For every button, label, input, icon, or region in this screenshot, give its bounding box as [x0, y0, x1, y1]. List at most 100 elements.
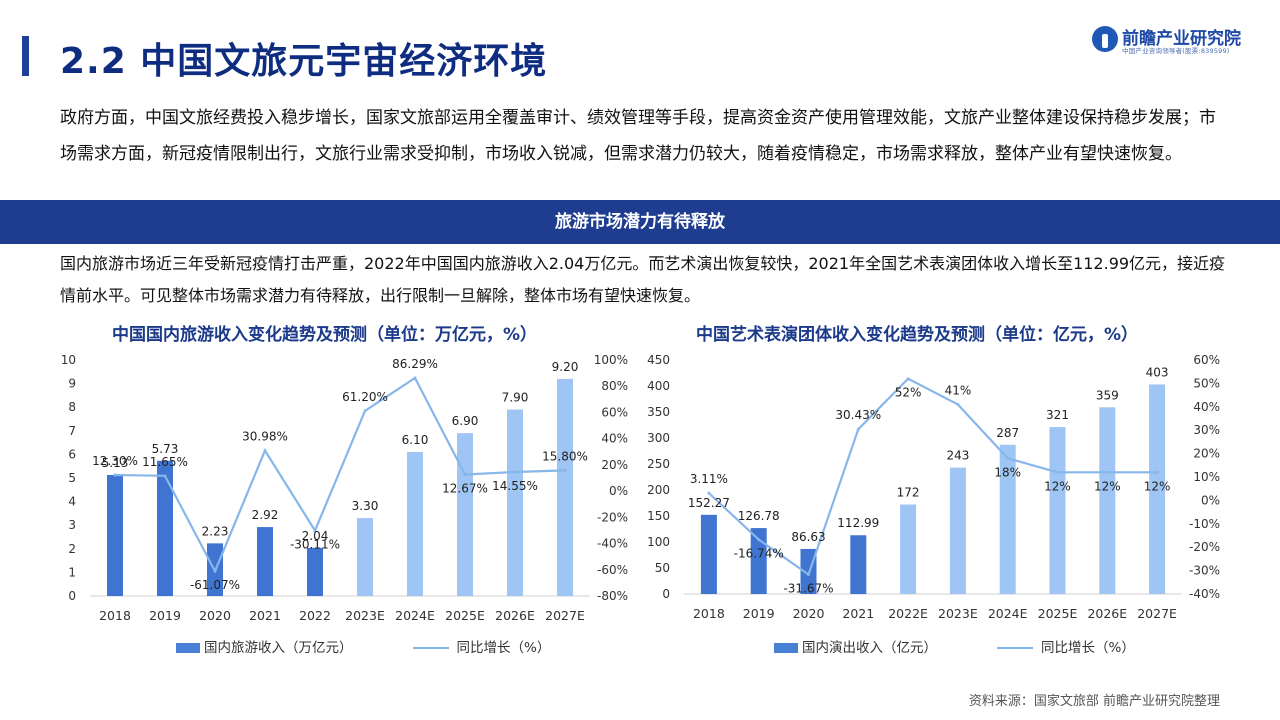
x-tick-label: 2024E — [988, 606, 1028, 621]
growth-point — [513, 470, 517, 474]
x-tick-label: 2023E — [345, 608, 385, 623]
growth-point — [413, 376, 417, 380]
y-right-tick-label: 60% — [1193, 353, 1220, 367]
chart2-legend: 国内演出收入（亿元） 同比增长（%） — [774, 636, 1135, 656]
growth-point — [1006, 456, 1010, 460]
bar — [900, 504, 917, 594]
growth-value-label: 18% — [994, 465, 1021, 479]
growth-point — [1155, 470, 1159, 474]
growth-value-label: 86.29% — [392, 357, 438, 371]
legend-line-swatch — [412, 647, 449, 649]
x-tick-label: 2025E — [1038, 606, 1078, 621]
growth-value-label: 12.30% — [92, 454, 138, 468]
y-left-tick-label: 1 — [68, 565, 76, 579]
y-left-tick-label: 9 — [68, 377, 76, 391]
bar — [700, 514, 717, 594]
growth-line — [114, 376, 566, 574]
y-right-tick-label: -60% — [597, 563, 628, 577]
bar-value-label: 359 — [1096, 388, 1119, 402]
y-left-tick-label: 250 — [647, 457, 670, 471]
bar — [257, 527, 273, 596]
bar-value-label: 403 — [1146, 365, 1169, 379]
growth-value-label: 12.67% — [442, 481, 488, 495]
y-left-tick-label: 3 — [68, 518, 76, 532]
growth-point — [956, 402, 960, 406]
y-left-tick-label: 100 — [647, 535, 670, 549]
y-left-tick-label: 150 — [647, 509, 670, 523]
bar-value-label: 9.20 — [552, 360, 579, 374]
y-left-tick-label: 0 — [68, 589, 76, 603]
x-tick-label: 2027E — [545, 608, 585, 623]
bar-value-label: 112.99 — [837, 516, 879, 530]
growth-value-label: 12% — [1044, 479, 1071, 493]
growth-value-label: 30.98% — [242, 429, 288, 443]
x-tick-label: 2021 — [249, 608, 281, 623]
intro-paragraph: 政府方面，中国文旅经费投入稳步增长，国家文旅部运用全覆盖审计、绩效管理等手段，提… — [60, 108, 1216, 164]
bar — [750, 528, 767, 594]
x-tick-label: 2026E — [495, 608, 535, 623]
y-right-tick-label: 40% — [601, 432, 628, 446]
bar-value-label: 152.27 — [688, 496, 730, 510]
growth-point — [213, 569, 217, 573]
legend-bar-swatch — [774, 643, 798, 653]
bar-value-label: 2.92 — [252, 508, 279, 522]
bar-value-label: 6.90 — [452, 414, 479, 428]
chart1-legend: 国内旅游收入（万亿元） 同比增长（%） — [176, 636, 550, 656]
y-left-tick-label: 200 — [647, 483, 670, 497]
y-right-tick-label: 10% — [1193, 470, 1220, 484]
y-right-tick-label: 0% — [609, 484, 628, 498]
x-tick-label: 2026E — [1087, 606, 1127, 621]
x-tick-label: 2024E — [395, 608, 435, 623]
y-left-tick-label: 450 — [647, 353, 670, 367]
y-right-tick-label: 40% — [1193, 400, 1220, 414]
growth-value-label: 11.65% — [142, 455, 188, 469]
y-right-tick-label: 20% — [601, 458, 628, 472]
bar-value-label: 5.13 — [102, 456, 129, 470]
y-left-tick-label: 7 — [68, 424, 76, 438]
growth-value-label: 52% — [895, 386, 922, 400]
bar — [557, 378, 573, 596]
y-right-tick-label: -80% — [597, 589, 628, 603]
legend-line-swatch — [997, 647, 1033, 649]
growth-point — [313, 529, 317, 533]
growth-point — [263, 448, 267, 452]
growth-point — [906, 377, 910, 381]
y-right-tick-label: -10% — [1189, 517, 1220, 531]
x-tick-label: 2018 — [693, 606, 725, 621]
bar-value-label: 6.10 — [402, 433, 429, 447]
growth-point — [463, 472, 467, 476]
bar — [307, 547, 323, 596]
y-right-tick-label: -20% — [597, 510, 628, 524]
x-tick-label: 2019 — [743, 606, 775, 621]
bar-value-label: 2.23 — [202, 524, 229, 538]
bar — [949, 467, 966, 594]
x-tick-label: 2020 — [199, 608, 231, 623]
growth-point — [807, 573, 810, 577]
bar — [1099, 407, 1116, 594]
legend-bar-label: 国内演出收入（亿元） — [802, 640, 937, 656]
source-note: 资料来源：国家文旅部 前瞻产业研究院整理 — [968, 694, 1220, 709]
logo-icon — [1092, 26, 1118, 52]
y-left-tick-label: 400 — [647, 379, 670, 393]
bar — [407, 452, 423, 596]
brand-logo: 前瞻产业研究院 中国产业咨询领导者(股票:839599) — [1092, 24, 1252, 58]
growth-value-label: -61.07% — [190, 578, 240, 592]
bar-value-label: 321 — [1046, 408, 1069, 422]
y-right-tick-label: -40% — [1189, 587, 1220, 601]
logo-name: 前瞻产业研究院 — [1122, 29, 1241, 49]
bar — [457, 433, 473, 596]
legend-bar-swatch — [176, 643, 200, 653]
growth-point — [1056, 470, 1059, 474]
x-tick-label: 2022 — [299, 608, 331, 623]
performance-revenue-chart: 0 50 100 150 200 250 300 350 400 450 -40% -30% -20% -… — [647, 353, 1220, 621]
y-left-tick-label: 10 — [61, 353, 76, 367]
banner-title: 旅游市场潜力有待释放 — [555, 212, 725, 232]
legend-line-label: 同比增长（%） — [456, 640, 551, 656]
y-left-tick-label: 300 — [647, 431, 670, 445]
y-left-tick-label: 6 — [68, 447, 76, 461]
growth-value-label: -30.11% — [290, 538, 340, 552]
x-tick-label: 2027E — [1137, 606, 1177, 621]
y-left-tick-label: 50 — [655, 561, 670, 575]
title-accent-bar — [22, 36, 29, 76]
chart1-title: 中国国内旅游收入变化趋势及预测（单位：万亿元，%） — [112, 325, 538, 345]
